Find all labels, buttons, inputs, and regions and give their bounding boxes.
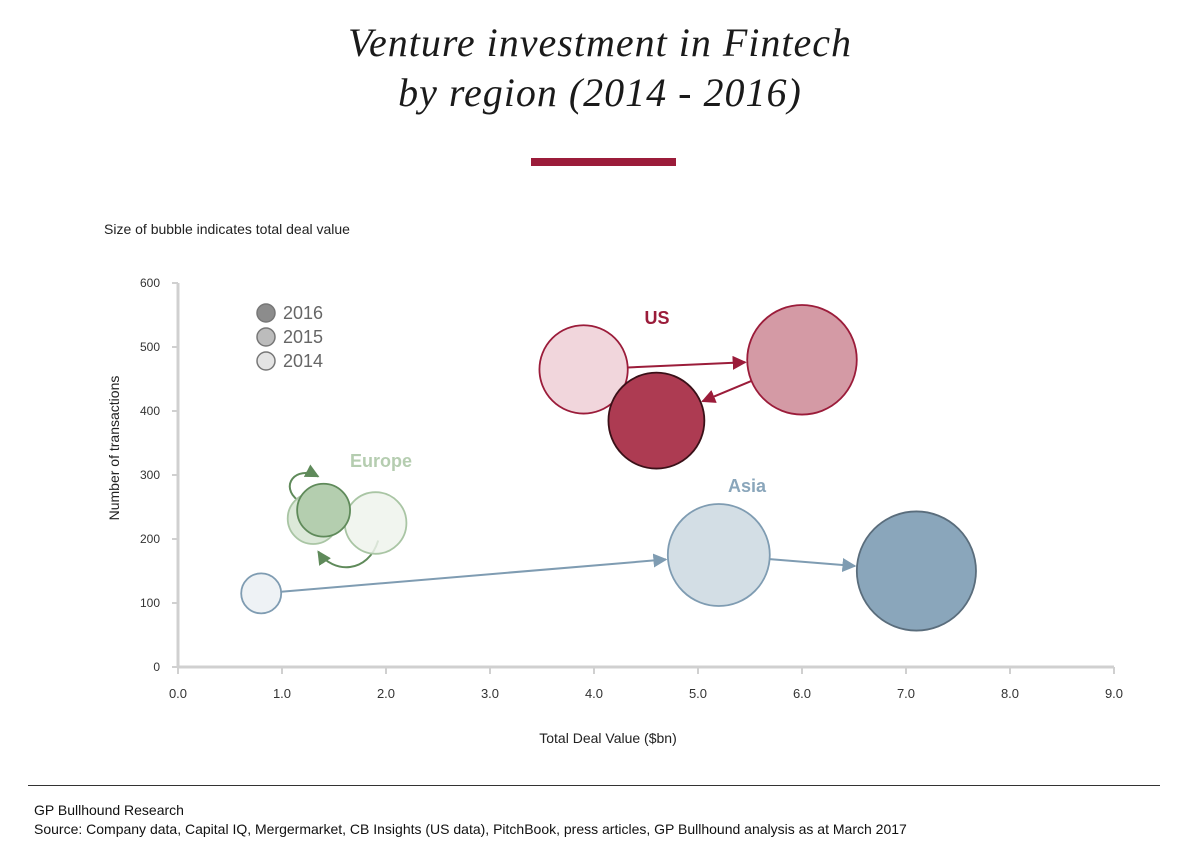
legend-swatch-2014	[256, 351, 276, 371]
title-accent-rule	[531, 158, 676, 166]
y-tick-label: 0	[153, 660, 160, 674]
legend-swatch-2015	[256, 327, 276, 347]
x-tick-label: 3.0	[481, 686, 499, 701]
chart-title: Venture investment in Fintech by region …	[0, 18, 1200, 118]
x-tick-label: 6.0	[793, 686, 811, 701]
title-line-2: by region (2014 - 2016)	[398, 70, 802, 115]
series-label-asia: Asia	[728, 476, 767, 496]
bubble-us-2016	[607, 371, 706, 470]
x-tick-label: 0.0	[169, 686, 187, 701]
x-tick-label: 8.0	[1001, 686, 1019, 701]
legend-label-2015: 2015	[283, 327, 323, 347]
bubble-asia-2015	[666, 503, 771, 607]
footer-source: Source: Company data, Capital IQ, Merger…	[34, 821, 907, 837]
title-line-1: Venture investment in Fintech	[347, 20, 853, 65]
y-tick-label: 600	[140, 276, 160, 290]
footer: GP Bullhound Research Source: Company da…	[34, 801, 907, 839]
footer-divider	[28, 785, 1160, 786]
x-tick-label: 7.0	[897, 686, 915, 701]
transition-arrow	[627, 355, 747, 370]
transition-arrow	[281, 553, 668, 593]
bubble-europe-2014	[343, 491, 408, 555]
y-tick-label: 200	[140, 532, 160, 546]
transition-arrow	[288, 464, 320, 502]
series-label-us: US	[644, 308, 669, 328]
x-tick-label: 2.0	[377, 686, 395, 701]
x-axis-title: Total Deal Value ($bn)	[539, 730, 676, 746]
transition-arrow	[701, 379, 752, 403]
y-tick-label: 400	[140, 404, 160, 418]
bubble-us-2014	[538, 324, 629, 415]
footer-research-credit: GP Bullhound Research	[34, 802, 184, 818]
bubble-asia-2016	[855, 510, 977, 632]
bubble-europe-2016	[296, 482, 351, 538]
x-tick-label: 9.0	[1105, 686, 1123, 701]
x-tick-label: 1.0	[273, 686, 291, 701]
y-tick-label: 500	[140, 340, 160, 354]
bubble-us-2015	[746, 304, 858, 416]
bubble-asia-2014	[240, 572, 283, 615]
legend-label-2014: 2014	[283, 351, 323, 371]
y-tick-label: 300	[140, 468, 160, 482]
x-tick-label: 5.0	[689, 686, 707, 701]
series-label-europe: Europe	[350, 451, 412, 471]
y-axis-title: Number of transactions	[106, 376, 122, 521]
legend-label-2016: 2016	[283, 303, 323, 323]
transition-arrow	[769, 558, 857, 572]
x-tick-label: 4.0	[585, 686, 603, 701]
bubble-size-note: Size of bubble indicates total deal valu…	[104, 221, 350, 237]
legend-swatch-2016	[256, 303, 276, 323]
y-tick-label: 100	[140, 596, 160, 610]
